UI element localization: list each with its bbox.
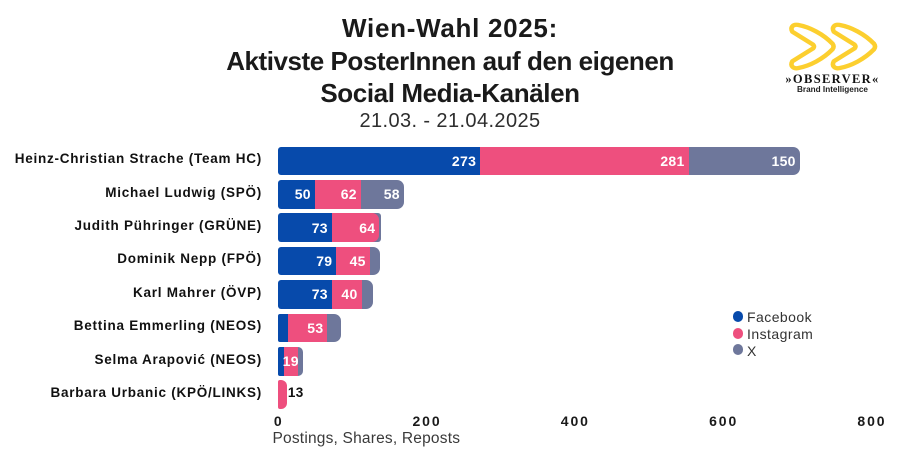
svg-text:Brand Intelligence: Brand Intelligence	[797, 85, 868, 94]
svg-text:»OBSERVER«: »OBSERVER«	[785, 72, 879, 86]
